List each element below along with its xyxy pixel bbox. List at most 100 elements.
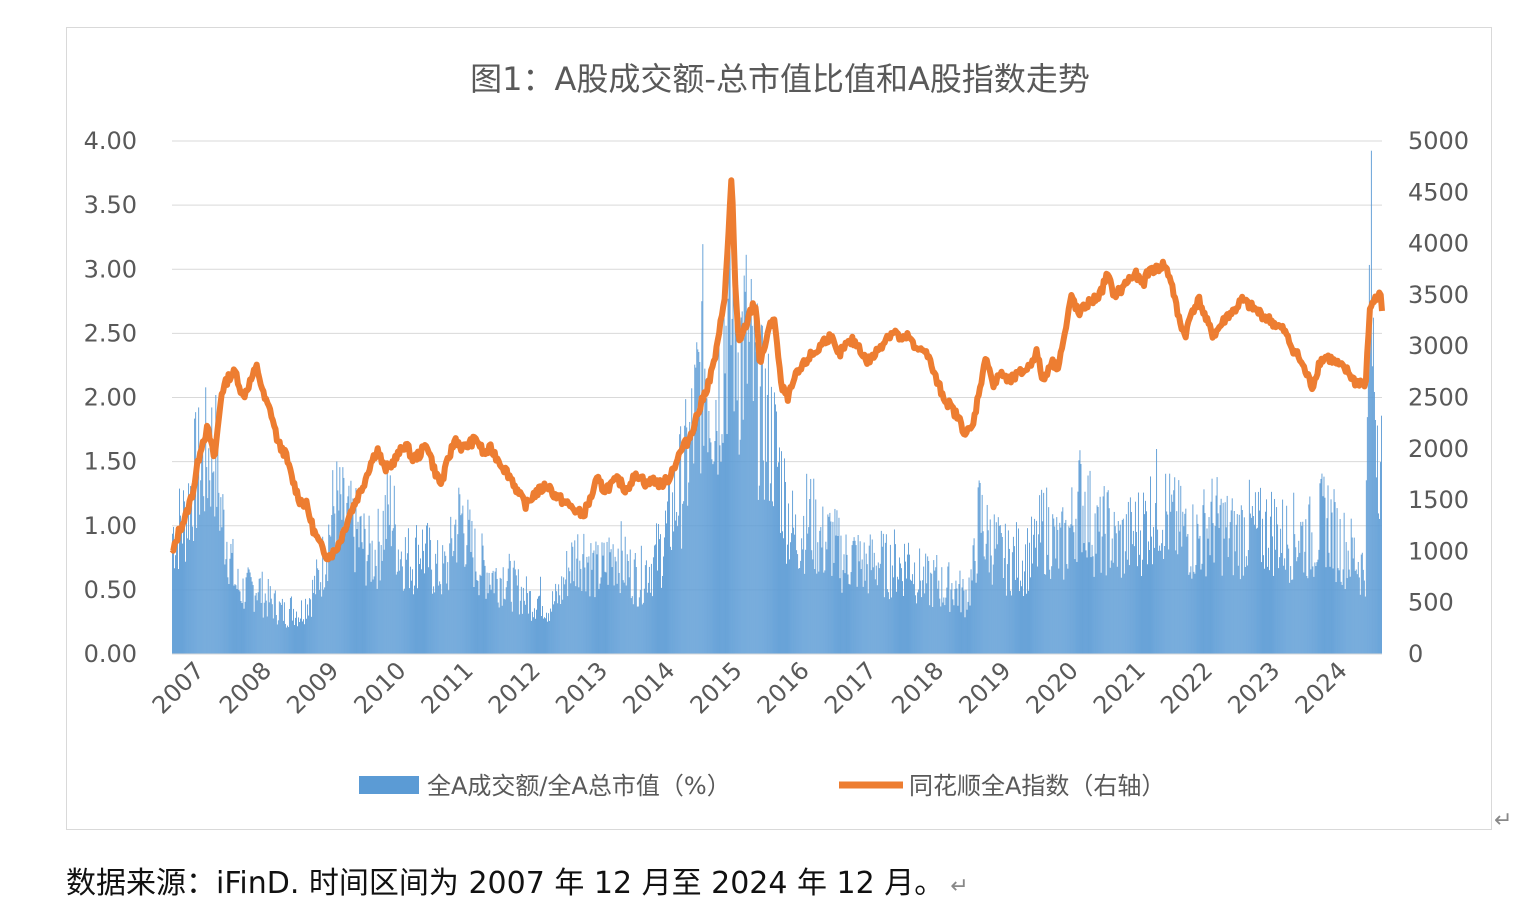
bar xyxy=(351,516,353,654)
bar xyxy=(505,587,507,654)
bar xyxy=(806,473,808,654)
bar xyxy=(847,574,849,654)
bar xyxy=(841,592,843,654)
bar xyxy=(1014,579,1016,654)
bar xyxy=(607,584,609,654)
bar xyxy=(1037,566,1039,654)
bar xyxy=(279,602,281,654)
bar xyxy=(476,580,478,654)
bar xyxy=(1222,502,1224,654)
bar xyxy=(1254,492,1256,654)
bar xyxy=(509,560,511,654)
bar xyxy=(1003,558,1005,654)
bar xyxy=(1175,550,1177,654)
bar xyxy=(422,529,423,654)
bar xyxy=(1367,350,1369,654)
bar xyxy=(659,539,660,654)
bar xyxy=(880,530,882,654)
bar xyxy=(653,545,655,654)
bar xyxy=(213,471,215,654)
bar xyxy=(494,571,496,654)
bar xyxy=(1271,491,1272,654)
bar xyxy=(258,578,260,654)
bar xyxy=(298,617,299,654)
bar xyxy=(798,568,800,654)
bar xyxy=(805,549,807,654)
bar xyxy=(1098,531,1100,654)
bar xyxy=(310,599,312,654)
bar xyxy=(262,617,264,654)
bar xyxy=(645,560,647,654)
bar xyxy=(621,550,623,654)
bar xyxy=(249,572,251,654)
bar xyxy=(547,621,549,654)
bar xyxy=(687,505,689,654)
bar xyxy=(1047,554,1049,654)
bar xyxy=(945,597,947,654)
bar xyxy=(1312,566,1314,654)
bar xyxy=(682,503,684,654)
x-tick-label: 2021 xyxy=(1088,656,1151,719)
bar xyxy=(245,577,247,654)
bar xyxy=(624,536,626,654)
bar xyxy=(244,601,246,654)
bar xyxy=(329,534,331,654)
bar xyxy=(1242,575,1244,654)
bar xyxy=(588,556,590,654)
bar xyxy=(1016,577,1018,654)
bar xyxy=(1136,566,1138,654)
bar xyxy=(317,568,319,654)
bar xyxy=(1131,544,1133,654)
bar xyxy=(750,278,752,654)
bar xyxy=(941,567,943,654)
bar xyxy=(211,407,213,654)
bar xyxy=(239,591,241,654)
bar xyxy=(1164,546,1166,654)
bar xyxy=(356,529,358,654)
bar xyxy=(251,581,253,654)
bar xyxy=(349,523,351,654)
bar xyxy=(1217,513,1219,654)
bar xyxy=(1278,568,1280,654)
bar xyxy=(774,404,776,654)
bar xyxy=(1268,547,1269,654)
bar xyxy=(1377,513,1379,654)
left-tick-label: 2.00 xyxy=(84,384,137,412)
bar xyxy=(302,621,303,654)
bar xyxy=(1247,550,1249,654)
bar xyxy=(1158,550,1160,654)
bar xyxy=(1230,510,1232,654)
bar xyxy=(212,472,214,654)
return-mark-frame: ↵ xyxy=(1494,808,1513,833)
bar xyxy=(1050,578,1052,654)
bar xyxy=(517,569,519,654)
bar xyxy=(692,423,694,654)
bar xyxy=(1302,521,1304,654)
bar xyxy=(821,547,823,654)
bar xyxy=(764,368,766,654)
bar xyxy=(490,589,492,654)
bar xyxy=(859,541,861,654)
bar xyxy=(1351,537,1353,654)
bar xyxy=(1232,575,1234,654)
bar xyxy=(895,591,897,654)
bar xyxy=(594,597,596,654)
bar xyxy=(1201,563,1203,654)
bar xyxy=(1090,557,1092,654)
bar xyxy=(1307,578,1309,654)
bar xyxy=(314,575,316,654)
bar xyxy=(775,411,777,654)
bar xyxy=(492,570,494,654)
bar xyxy=(227,577,229,654)
bar xyxy=(367,554,369,654)
bar xyxy=(1354,570,1356,654)
bar xyxy=(460,515,462,654)
bar xyxy=(1184,513,1186,654)
left-tick-label: 1.50 xyxy=(84,448,137,476)
right-tick-label: 4500 xyxy=(1408,178,1469,206)
bar xyxy=(633,559,635,654)
bar xyxy=(869,534,871,654)
bar xyxy=(188,483,190,654)
bar xyxy=(1243,517,1245,654)
bar xyxy=(877,562,879,654)
